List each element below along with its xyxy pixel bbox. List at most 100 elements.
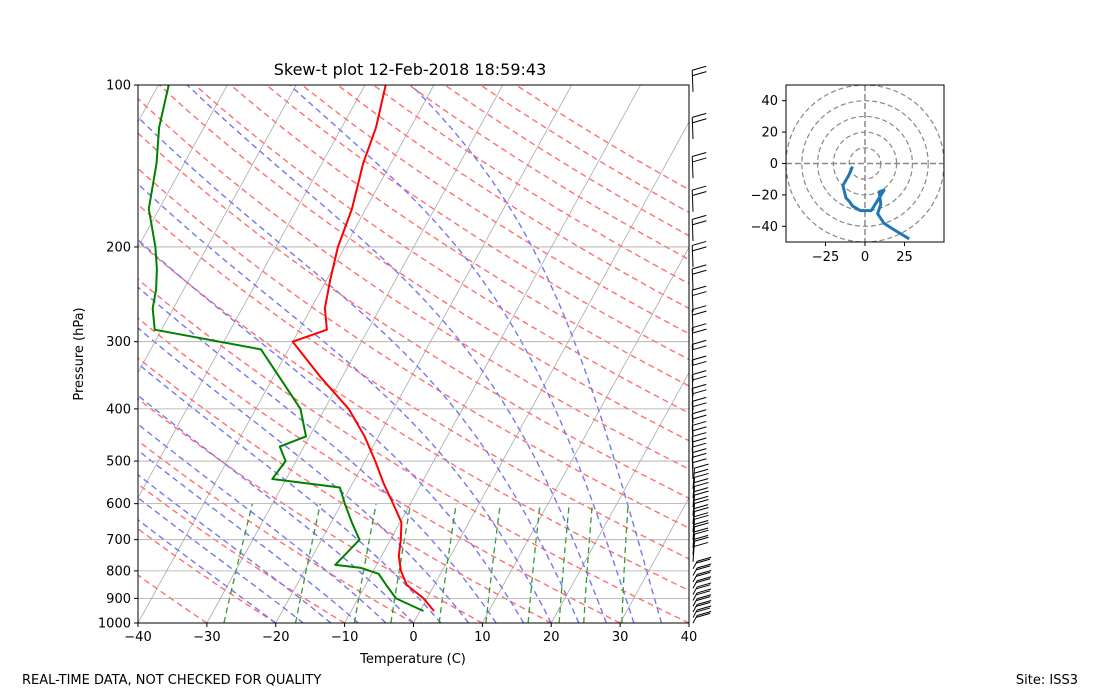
isotherm-line [688, 622, 689, 623]
isotherm-line [482, 246, 689, 623]
skewt-traces [147, 85, 435, 612]
wind-barb-feather [692, 432, 707, 438]
dry-adiabat-line [138, 278, 689, 623]
wind-barb-staff [691, 245, 694, 268]
chart-title: Skew-t plot 12-Feb-2018 18:59:43 [274, 60, 547, 79]
hodograph-y-tick-label: 40 [761, 94, 778, 109]
wind-barb-feather [692, 426, 707, 432]
y-tick-label: 600 [106, 497, 131, 512]
mixing-ratio-line [558, 503, 570, 623]
wind-barb [692, 507, 709, 533]
wind-barb-staff [691, 290, 694, 312]
wind-barb-feather [693, 468, 709, 474]
wind-barb-staff [691, 327, 694, 350]
wind-barb-staff [691, 70, 694, 92]
wind-barb-feather [693, 504, 709, 510]
moist-adiabat-line [138, 518, 277, 623]
isotherm-line [344, 85, 641, 623]
wind-barb [691, 112, 707, 140]
moist-adiabat-line [138, 116, 580, 623]
wind-barb-feather [692, 383, 707, 389]
isotherm-line [413, 121, 689, 623]
wind-barb [692, 582, 712, 595]
hodograph-x-tick-label: −25 [812, 250, 839, 265]
hodograph-line [841, 166, 910, 241]
dry-adiabat-line [408, 85, 689, 261]
dry-adiabat-line [515, 85, 689, 191]
wind-barb-feather [694, 514, 709, 520]
wind-barb-feather [694, 463, 709, 469]
hodograph-y-tick-label: 20 [761, 126, 778, 141]
x-tick-label: −20 [262, 630, 289, 645]
wind-barb-feather [694, 522, 709, 528]
wind-barb-staff [692, 534, 696, 555]
isotherm-line [138, 85, 228, 249]
dry-adiabat-line [372, 85, 689, 285]
y-tick-label: 1000 [98, 617, 131, 632]
wind-barb-feather [696, 594, 712, 600]
wind-barb [691, 240, 707, 268]
y-tick-label: 900 [106, 592, 131, 607]
wind-barb-feather [695, 571, 711, 577]
wind-barb-staff [691, 268, 694, 291]
x-tick-label: 10 [474, 630, 491, 645]
wind-barb [692, 490, 709, 516]
isotherm-line [275, 85, 573, 623]
wind-barb [692, 610, 712, 624]
isotherm-line [619, 496, 689, 623]
wind-barb-feather [694, 529, 709, 535]
y-tick-label: 400 [106, 402, 131, 417]
wind-barb-feather [695, 590, 711, 596]
wind-barb-feather [692, 355, 707, 361]
wind-barb [691, 264, 707, 291]
moist-adiabat-line [138, 327, 470, 623]
dry-adiabat-line [158, 85, 689, 442]
wind-barb [691, 152, 707, 179]
y-tick-label: 500 [106, 455, 131, 470]
wind-barb-feather [692, 437, 707, 443]
wind-barb-feather [692, 452, 707, 458]
wind-barb [692, 594, 712, 607]
hodograph-ticks: −25 0 25 40 20 0 −20 −40 [751, 94, 913, 265]
wind-barb-feather [693, 534, 709, 540]
x-tick-label: 40 [681, 630, 698, 645]
wind-barb-staff [691, 117, 694, 140]
y-tick-label: 300 [106, 335, 131, 350]
y-tick-label: 200 [106, 240, 131, 255]
wind-barb-staff [691, 344, 694, 367]
wind-barb [691, 285, 707, 312]
wind-barb-feather [692, 323, 707, 329]
hodograph-x-tick-label: 25 [896, 250, 913, 265]
dry-adiabat-line [138, 317, 621, 623]
wind-barb-feather [695, 612, 711, 618]
isotherm-line [550, 371, 689, 623]
wind-barb-staff [692, 615, 698, 624]
wind-barb-feather [694, 481, 709, 487]
dry-adiabat-line [138, 132, 689, 500]
wind-barb-staff [692, 580, 698, 589]
wind-barb [692, 529, 709, 555]
wind-barb-feather [692, 328, 707, 334]
wind-barb-feather [696, 556, 712, 562]
wind-barb-feather [692, 157, 707, 163]
wind-barb-staff [691, 156, 694, 179]
hodograph-ring [801, 100, 929, 227]
x-tick-label: −10 [331, 630, 358, 645]
wind-barb-staff [692, 511, 696, 533]
moist-adiabat-line [138, 183, 552, 623]
isotherm-line [206, 85, 504, 623]
wind-barb-feather [694, 472, 709, 478]
wind-barb-feather [693, 527, 709, 533]
wind-barb-feather [695, 558, 711, 564]
y-tick-label: 800 [106, 564, 131, 579]
x-axis-label: Temperature (C) [359, 652, 466, 667]
wind-barb [692, 536, 709, 562]
wind-barb-feather [692, 264, 707, 270]
hodograph-y-tick-label: 0 [770, 157, 778, 172]
y-tick-label: 700 [106, 533, 131, 548]
wind-barb [692, 498, 709, 525]
moist-adiabat-line [138, 449, 359, 623]
wind-barb-staff [692, 574, 698, 583]
